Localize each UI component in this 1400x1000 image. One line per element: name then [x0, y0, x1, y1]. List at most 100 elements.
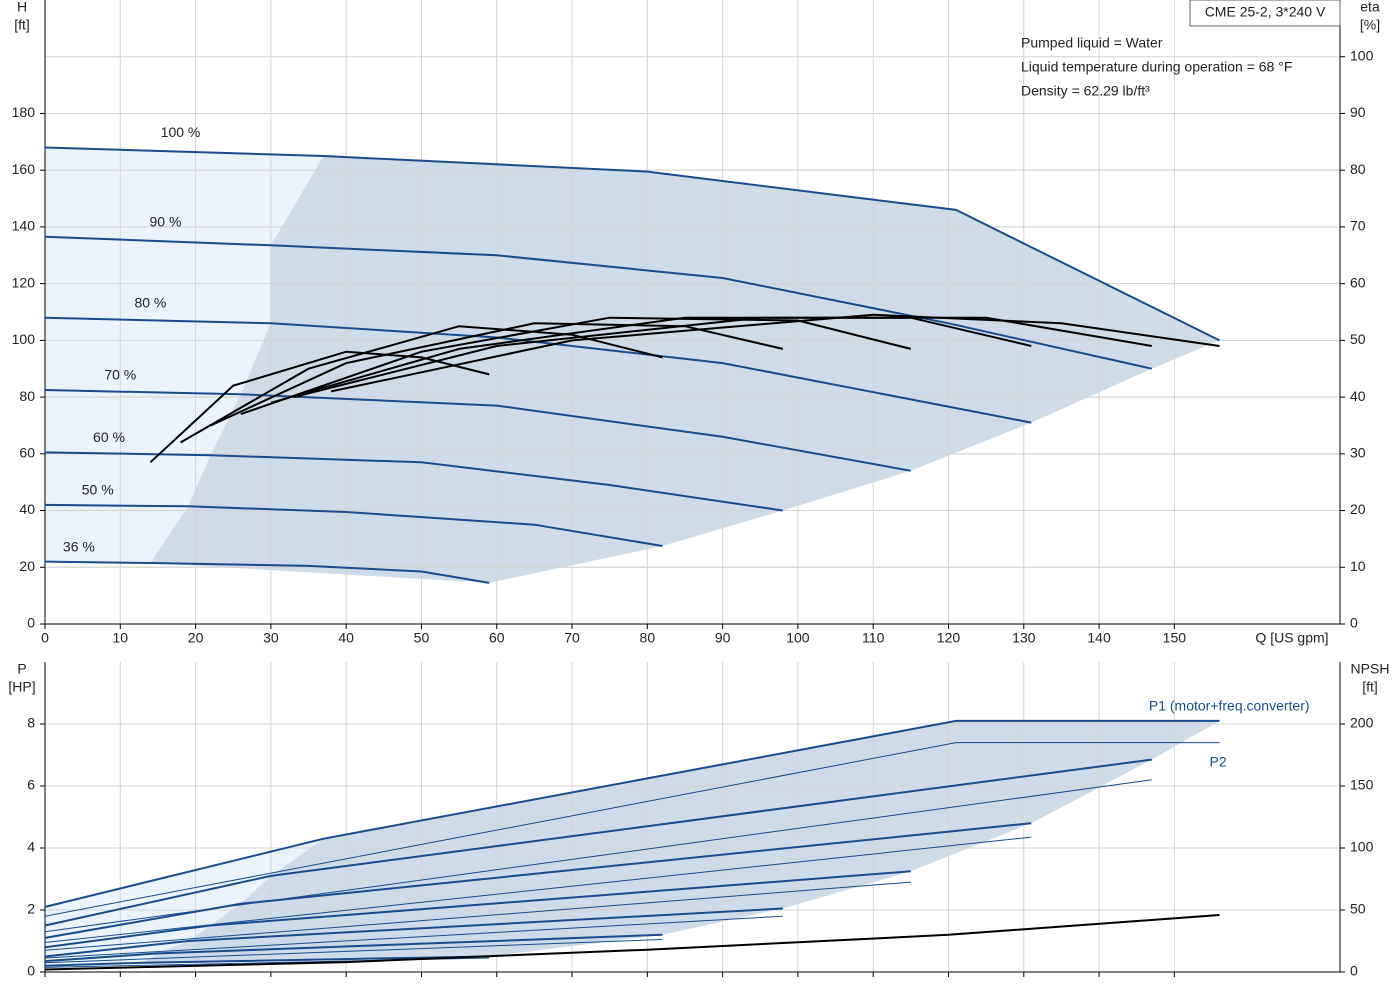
y2-tick-label: 60 [1350, 274, 1366, 290]
p2-curve [44, 881, 911, 951]
annotation: Density = 62.29 lb/ft³ [1021, 83, 1150, 99]
chart-title: CME 25-2, 3*240 V [1205, 4, 1326, 20]
annotation: Liquid temperature during operation = 68… [1021, 59, 1292, 75]
y-tick-label: 120 [12, 274, 36, 290]
y-tick-label: 140 [12, 218, 36, 234]
y2-axis-unit: [%] [1360, 17, 1380, 33]
y2-tick-label: 100 [1350, 47, 1374, 63]
y-tick-label: 100 [12, 331, 36, 347]
p2-label: P2 [1210, 753, 1227, 769]
efficiency-curve [330, 313, 1220, 393]
x-tick-label: 90 [715, 630, 731, 646]
extended-range [45, 147, 324, 563]
annotation: Pumped liquid = Water [1021, 35, 1163, 51]
x-tick-label: 70 [564, 630, 580, 646]
y2-tick-label: 30 [1350, 445, 1366, 461]
p1-curve [44, 822, 1032, 939]
p1-curve [44, 870, 911, 949]
efficiency-curve [149, 350, 490, 464]
p1-curve [44, 933, 663, 963]
y2-tick-label: 70 [1350, 218, 1366, 234]
efficiency-curve [270, 316, 1032, 404]
y-axis-unit: [HP] [8, 679, 35, 695]
x-tick-label: 60 [489, 630, 505, 646]
y-tick-label: 8 [27, 715, 35, 731]
y2-tick-label: 90 [1350, 104, 1366, 120]
y-tick-label: 6 [27, 777, 35, 793]
y-tick-label: 0 [27, 615, 35, 631]
speed-label: 50 % [82, 482, 114, 498]
speed-label: 60 % [93, 429, 125, 445]
npsh-curve [44, 914, 1220, 971]
x-tick-label: 10 [113, 630, 129, 646]
x-tick-label: 40 [338, 630, 354, 646]
x-tick-label: 140 [1087, 630, 1111, 646]
operating-range [142, 720, 1220, 963]
x-tick-label: 150 [1163, 630, 1187, 646]
y-tick-label: 180 [12, 104, 36, 120]
x-tick-label: 80 [640, 630, 656, 646]
y-tick-label: 80 [19, 388, 35, 404]
x-tick-label: 30 [263, 630, 279, 646]
speed-label: 100 % [161, 124, 201, 140]
y-axis-label: H [17, 0, 27, 15]
speed-curve [44, 235, 1153, 370]
x-tick-label: 20 [188, 630, 204, 646]
p1-curve [44, 758, 1152, 927]
x-tick-label: 50 [414, 630, 430, 646]
speed-label: 80 % [134, 294, 166, 310]
y2-tick-label: 150 [1350, 777, 1374, 793]
extended-range [45, 838, 324, 966]
efficiency-curve [240, 316, 912, 416]
p1-curve [44, 955, 490, 967]
p1-curve [44, 719, 1220, 908]
speed-label: 36 % [63, 538, 95, 554]
efficiency-curve [210, 322, 784, 427]
y-tick-label: 160 [12, 161, 36, 177]
y2-tick-label: 0 [1350, 615, 1358, 631]
speed-curve [44, 503, 663, 547]
x-tick-label: 100 [786, 630, 810, 646]
operating-range [150, 156, 1220, 583]
y2-tick-label: 200 [1350, 715, 1374, 731]
y2-tick-label: 10 [1350, 558, 1366, 574]
y2-tick-label: 100 [1350, 839, 1374, 855]
p2-curve [44, 939, 663, 964]
y2-tick-label: 40 [1350, 388, 1366, 404]
y-axis-unit: [ft] [14, 17, 30, 33]
y2-tick-label: 80 [1350, 161, 1366, 177]
speed-label: 70 % [104, 367, 136, 383]
speed-curve [44, 560, 490, 584]
y-tick-label: 40 [19, 501, 35, 517]
speed-curve [44, 389, 911, 472]
p2-curve [44, 915, 783, 959]
p2-curve [44, 742, 1220, 917]
y2-tick-label: 50 [1350, 901, 1366, 917]
x-tick-label: 130 [1012, 630, 1036, 646]
title-box [1189, 0, 1341, 27]
y-tick-label: 60 [19, 445, 35, 461]
speed-label: 90 % [150, 214, 182, 230]
efficiency-curve [180, 325, 663, 444]
y-axis-label: P [17, 661, 26, 677]
y2-tick-label: 0 [1350, 963, 1358, 979]
y-tick-label: 0 [27, 963, 35, 979]
x-tick-label: 0 [41, 630, 49, 646]
p1-curve [44, 907, 783, 958]
y2-tick-label: 20 [1350, 501, 1366, 517]
speed-curve [44, 451, 783, 512]
p1-label: P1 (motor+freq.converter) [1149, 698, 1310, 714]
y-tick-label: 4 [27, 839, 35, 855]
y2-tick-label: 50 [1350, 331, 1366, 347]
x-axis-label: Q [US gpm] [1255, 630, 1328, 646]
y2-axis-label: NPSH [1351, 661, 1390, 677]
y2-axis-label: eta [1360, 0, 1380, 15]
x-tick-label: 110 [862, 630, 885, 646]
speed-curve [44, 146, 1220, 342]
y2-axis-unit: [ft] [1362, 679, 1378, 695]
y-tick-label: 20 [19, 558, 35, 574]
x-tick-label: 120 [937, 630, 961, 646]
y-tick-label: 2 [27, 901, 35, 917]
